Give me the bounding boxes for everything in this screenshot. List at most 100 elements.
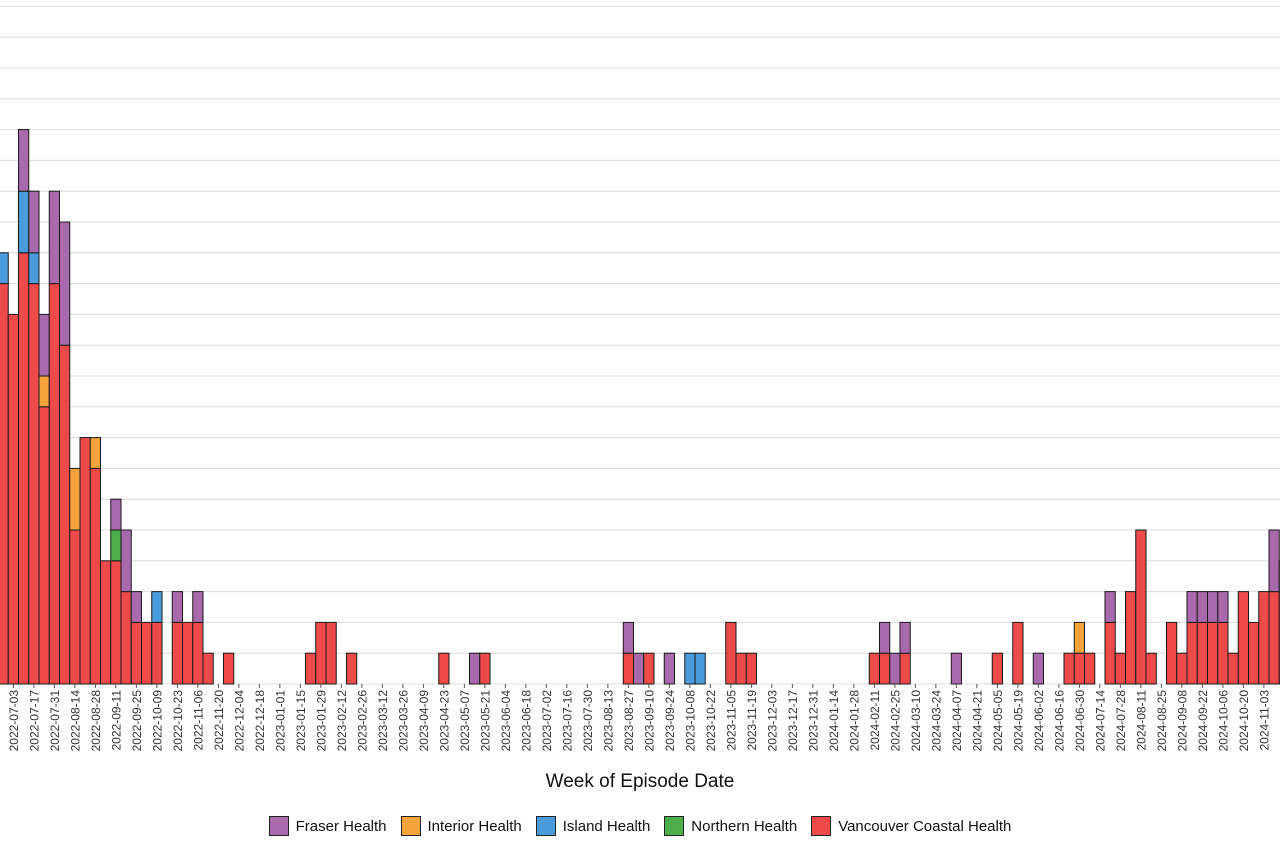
bar-segment bbox=[1012, 621, 1024, 685]
legend-swatch bbox=[400, 816, 421, 836]
x-tick-label: 2023-04-23 bbox=[437, 690, 451, 752]
bar-segment bbox=[120, 591, 132, 685]
legend-label: Northern Health bbox=[691, 817, 798, 835]
bar-segment bbox=[151, 591, 163, 623]
legend-item: Northern Health bbox=[664, 816, 797, 836]
bar-segment bbox=[151, 621, 163, 685]
bar-segment bbox=[100, 560, 112, 685]
bar-segment bbox=[182, 621, 194, 685]
bar-segment bbox=[725, 621, 737, 685]
bar-segment bbox=[1166, 621, 1178, 685]
bar-segment bbox=[18, 129, 30, 192]
bar-segment bbox=[130, 591, 142, 623]
bar-segment bbox=[141, 621, 153, 685]
x-tick-label: 2023-08-27 bbox=[622, 690, 636, 752]
bar-segment bbox=[694, 652, 706, 685]
bar-segment bbox=[899, 621, 911, 654]
bar-segment bbox=[1073, 621, 1085, 654]
legend-item: Interior Health bbox=[400, 816, 522, 836]
legend-swatch bbox=[811, 816, 832, 836]
bar-segment bbox=[28, 252, 40, 285]
bar-segment bbox=[643, 652, 655, 685]
legend-label: Fraser Health bbox=[295, 817, 387, 835]
bar-segment bbox=[622, 621, 634, 654]
legend-swatch bbox=[664, 816, 685, 836]
bar-segment bbox=[663, 652, 675, 685]
bar-segment bbox=[1114, 652, 1126, 685]
x-tick-label: 2023-03-12 bbox=[376, 690, 390, 752]
legend-label: Island Health bbox=[562, 817, 651, 835]
bar-segment bbox=[69, 529, 81, 685]
x-tick-label: 2023-10-22 bbox=[704, 690, 718, 752]
bar-segment bbox=[38, 406, 50, 685]
x-tick-label: 2022-12-04 bbox=[232, 690, 246, 752]
x-tick-label: 2024-07-14 bbox=[1093, 690, 1107, 752]
bar-segment bbox=[315, 621, 327, 685]
x-tick-label: 2023-06-04 bbox=[499, 690, 513, 752]
bar-segment bbox=[110, 498, 122, 531]
x-tick-label: 2023-11-05 bbox=[724, 690, 738, 751]
legend: Fraser Health Interior Health Island Healt… bbox=[0, 816, 1280, 836]
legend-item: Vancouver Coastal Health bbox=[811, 816, 1011, 836]
bar-segment bbox=[1268, 591, 1280, 685]
x-tick-label: 2024-10-20 bbox=[1237, 690, 1251, 752]
legend-swatch bbox=[268, 816, 289, 836]
bar-segment bbox=[879, 621, 891, 654]
bar-segment bbox=[69, 467, 81, 531]
bar-segment bbox=[38, 313, 50, 377]
bar-segment bbox=[48, 190, 60, 285]
bar-segment bbox=[735, 652, 747, 685]
bar-segment bbox=[1207, 591, 1219, 623]
x-tick-label: 2024-02-11 bbox=[868, 690, 882, 751]
bar-segment bbox=[28, 283, 40, 685]
bar-segment bbox=[1063, 652, 1075, 685]
x-tick-label: 2024-10-06 bbox=[1216, 690, 1230, 752]
x-tick-label: 2024-06-30 bbox=[1073, 690, 1087, 752]
x-tick-label: 2023-01-15 bbox=[294, 690, 308, 752]
bar-segment bbox=[79, 437, 91, 685]
x-tick-label: 2023-02-26 bbox=[355, 690, 369, 752]
x-tick-label: 2023-07-30 bbox=[581, 690, 595, 752]
x-tick-label: 2023-04-09 bbox=[417, 690, 431, 752]
bar-segment bbox=[0, 283, 9, 685]
x-tick-label: 2023-12-17 bbox=[786, 690, 800, 752]
bar-segment bbox=[192, 591, 204, 623]
x-axis: 2022-07-03 2022-07-17 2022-07-31 2022-08-14… bbox=[7, 684, 1280, 751]
x-tick-label: 2023-05-21 bbox=[478, 690, 492, 752]
bar-segment bbox=[346, 652, 358, 685]
x-tick-label: 2024-07-28 bbox=[1114, 690, 1128, 752]
x-tick-label: 2024-06-16 bbox=[1052, 690, 1066, 752]
bar-segment bbox=[130, 621, 142, 685]
bar-segment bbox=[684, 652, 696, 685]
x-tick-label: 2024-04-21 bbox=[970, 690, 984, 752]
legend-item: Island Health bbox=[535, 816, 651, 836]
x-tick-label: 2024-08-25 bbox=[1155, 690, 1169, 752]
bar-segment bbox=[1084, 652, 1096, 685]
bar-segment bbox=[1073, 652, 1085, 685]
bar-segment bbox=[1217, 591, 1229, 623]
bar-segment bbox=[192, 621, 204, 685]
bar-segment bbox=[18, 190, 30, 254]
x-tick-label: 2023-05-07 bbox=[458, 690, 472, 752]
bar-segment bbox=[110, 560, 122, 685]
x-tick-label: 2022-10-23 bbox=[171, 690, 185, 752]
bar-segment bbox=[171, 591, 183, 623]
x-tick-label: 2023-07-16 bbox=[560, 690, 574, 752]
x-tick-label: 2022-12-18 bbox=[253, 690, 267, 752]
x-tick-label: 2024-02-25 bbox=[888, 690, 902, 752]
bar-segment bbox=[110, 529, 122, 562]
x-tick-label: 2022-07-03 bbox=[7, 690, 21, 752]
x-tick-label: 2023-10-08 bbox=[683, 690, 697, 752]
bar-segment bbox=[622, 652, 634, 685]
x-tick-label: 2023-07-02 bbox=[540, 690, 554, 752]
bar-segment bbox=[1125, 591, 1137, 685]
bar-segment bbox=[1227, 652, 1239, 685]
bar-segment bbox=[89, 467, 101, 685]
bar-segment bbox=[633, 652, 645, 685]
x-tick-label: 2023-01-01 bbox=[273, 690, 287, 752]
x-tick-label: 2023-09-10 bbox=[642, 690, 656, 752]
bar-segment bbox=[223, 652, 235, 685]
bar-segment bbox=[991, 652, 1003, 685]
legend-label: Vancouver Coastal Health bbox=[838, 817, 1012, 835]
bar-segment bbox=[879, 652, 891, 685]
